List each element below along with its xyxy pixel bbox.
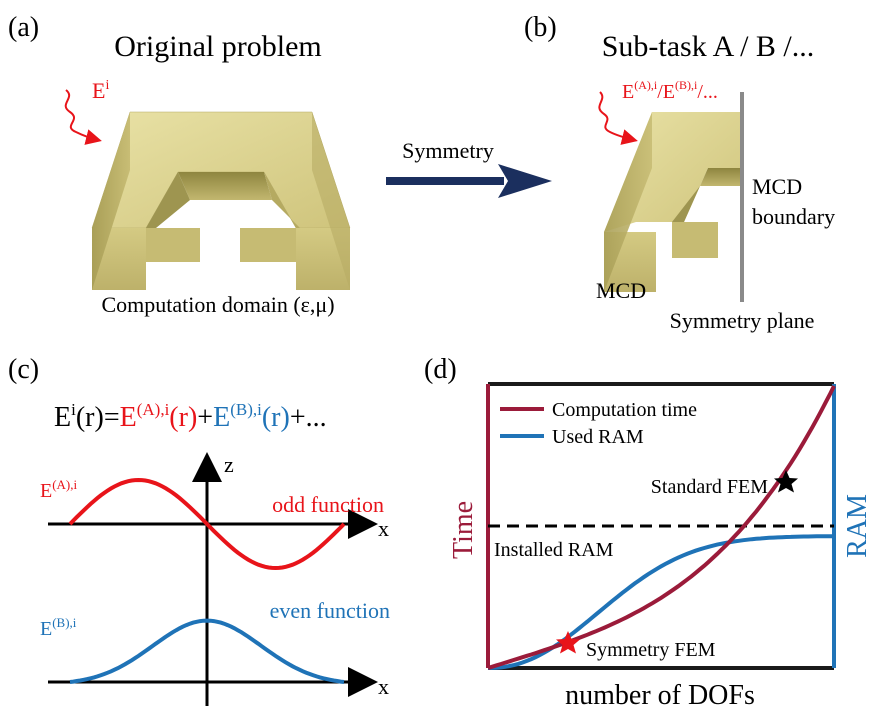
z-axis-label: z <box>224 452 234 477</box>
sub-incident-wave-arrow <box>598 91 638 145</box>
x-axis-label-upper: x <box>378 516 389 541</box>
computation-domain-label: Computation domain (ε,μ) <box>101 292 334 317</box>
half-ring <box>604 112 742 292</box>
legend-time-label: Computation time <box>552 399 697 421</box>
incident-wave-arrow <box>64 89 102 145</box>
computation-time-curve <box>487 385 836 670</box>
panel-b-label: (b) <box>524 12 557 43</box>
split-ring-resonator <box>91 111 351 290</box>
ring-gap-left <box>146 228 200 262</box>
svg-text:Ei: Ei <box>92 78 109 103</box>
mcd-boundary-line2: boundary <box>752 204 835 229</box>
standard-fem-star <box>774 470 798 493</box>
even-function-curve <box>69 618 345 684</box>
odd-function-curve <box>68 477 346 571</box>
even-field-label: E(B),i <box>40 615 77 640</box>
panel-a-label: (a) <box>8 12 39 43</box>
ram-axis-label: RAM <box>842 494 873 558</box>
installed-ram-label: Installed RAM <box>494 539 614 561</box>
panel-b: (b) Sub-task A / B /... E(A),i/E(B),i/..… <box>524 12 835 333</box>
odd-function-label: odd function <box>272 492 384 517</box>
panel-b-title: Sub-task A / B /... <box>602 30 815 63</box>
panel-d: (d) Installed RAM Computation time Used … <box>424 354 873 711</box>
symmetry-arrow-head <box>498 164 552 198</box>
panel-d-label: (d) <box>424 354 457 385</box>
time-axis-label: Time <box>448 501 479 559</box>
symmetry-fem-label: Symmetry FEM <box>586 639 716 661</box>
panel-c-label: (c) <box>8 354 39 385</box>
symmetry-arrow-shaft <box>386 177 504 185</box>
mcd-label: MCD <box>596 278 646 303</box>
field-decomposition-equation: Ei(r)=E(A),i(r)+E(B),i(r)+... <box>54 400 327 433</box>
even-function-label: even function <box>270 598 390 623</box>
standard-fem-label: Standard FEM <box>651 476 768 498</box>
symmetry-arrow-label: Symmetry <box>402 138 494 163</box>
incident-field-label: E <box>92 78 105 103</box>
mcd-boundary-line1: MCD <box>752 174 802 199</box>
ring-inner-wall <box>178 172 272 200</box>
panel-c: (c) Ei(r)=E(A),i(r)+E(B),i(r)+... z x x … <box>8 354 390 706</box>
panel-a-title: Original problem <box>114 30 321 63</box>
x-axis-label-lower: x <box>378 674 389 699</box>
legend-ram-label: Used RAM <box>552 426 644 448</box>
ring-top-face <box>91 111 351 229</box>
symmetry-plane-label: Symmetry plane <box>670 308 815 333</box>
incident-field-sup: i <box>105 78 109 93</box>
ring-gap-right <box>240 228 296 262</box>
symmetry-arrow: Symmetry <box>386 138 552 198</box>
symmetry-fem-star <box>556 631 580 654</box>
panel-a: (a) Original problem Ei Computation <box>8 12 351 317</box>
odd-field-label: E(A),i <box>40 477 78 502</box>
dofs-axis-label: number of DOFs <box>565 680 755 711</box>
sub-incident-field: E(A),i/E(B),i/... <box>622 78 718 103</box>
